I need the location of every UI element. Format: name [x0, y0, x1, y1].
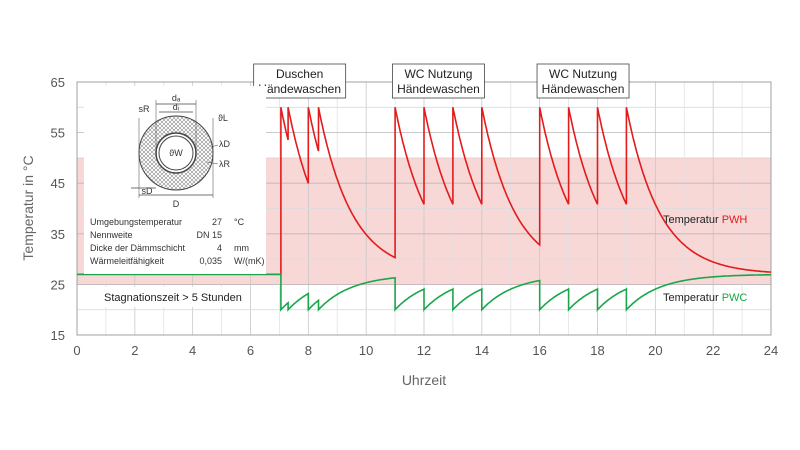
param-value: 27: [212, 217, 222, 227]
pwh-label-prefix: Temperatur: [663, 214, 722, 226]
annotation-line-1: Duschen: [276, 67, 323, 81]
y-tick-label: 35: [51, 227, 65, 242]
x-tick-label: 20: [648, 343, 662, 358]
annotation-line-1: WC Nutzung: [549, 67, 617, 81]
x-tick-label: 16: [532, 343, 546, 358]
y-tick-label: 25: [51, 277, 65, 292]
pwh-label-highlight: PWH: [722, 214, 748, 226]
label-theta-l: ϑL: [218, 113, 228, 123]
pwh-series-line: [77, 107, 771, 276]
annotation-line-2: Händewaschen: [397, 82, 480, 96]
param-value: 4: [217, 243, 222, 253]
param-unit: mm: [234, 243, 249, 253]
pwc-label-highlight: PWC: [722, 292, 748, 304]
y-tick-label: 55: [51, 126, 65, 141]
x-tick-label: 2: [131, 343, 138, 358]
label-sr: sR: [139, 104, 151, 114]
x-tick-label: 24: [764, 343, 778, 358]
x-tick-label: 6: [247, 343, 254, 358]
pwc-series-line: [77, 273, 771, 312]
label-da: dₐ: [172, 93, 181, 103]
x-tick-label: 14: [475, 343, 489, 358]
label-d: D: [173, 199, 180, 209]
y-tick-label: 15: [51, 328, 65, 343]
label-lambda-d: λD: [219, 139, 231, 149]
y-tick-label: 65: [51, 75, 65, 90]
x-axis-label: Uhrzeit: [402, 372, 446, 388]
x-tick-label: 12: [417, 343, 431, 358]
y-axis-label: Temperatur in °C: [20, 155, 36, 260]
label-theta-w: ϑW: [169, 148, 183, 158]
x-tick-label: 10: [359, 343, 373, 358]
param-unit: °C: [234, 217, 245, 227]
pipe-cross-section-diagram: dₐ dᵢ sR ϑL ϑW λD λR sD D: [131, 93, 231, 209]
stagnation-label: Stagnationszeit > 5 Stunden: [104, 292, 242, 304]
annotation-line-2: Händewaschen: [258, 82, 341, 96]
annotation-line-2: Händewaschen: [542, 82, 625, 96]
param-unit: W/(mK): [234, 256, 265, 266]
annotation-box: [253, 63, 347, 99]
pwc-label-prefix: Temperatur: [663, 292, 722, 304]
inset-parameter-table: Umgebungstemperatur 27 °C Nennweite DN 1…: [90, 217, 265, 266]
stagnation-label-bg: [98, 287, 248, 307]
param-value: 0,035: [199, 256, 222, 266]
param-value: DN 15: [196, 230, 222, 240]
annotation-line-1: WC Nutzung: [404, 67, 472, 81]
pwh-series-label: Temperatur PWH: [663, 214, 747, 226]
param-name: Nennweite: [90, 230, 133, 240]
x-tick-label: 22: [706, 343, 720, 358]
x-tick-label: 0: [73, 343, 80, 358]
param-name: Umgebungstemperatur: [90, 217, 182, 227]
x-tick-label: 8: [305, 343, 312, 358]
x-tick-label: 4: [189, 343, 196, 358]
param-name: Dicke der Dämmschicht: [90, 243, 186, 253]
label-lambda-r: λR: [219, 159, 231, 169]
y-tick-label: 45: [51, 176, 65, 191]
pwc-series-label: Temperatur PWC: [663, 292, 747, 304]
x-tick-label: 18: [590, 343, 604, 358]
annotation-box: [392, 63, 485, 99]
pipe-inset: dₐ dᵢ sR ϑL ϑW λD λR sD D Umgebungstempe…: [84, 86, 266, 274]
label-sd: sD: [142, 186, 154, 196]
param-name: Wärmeleitfähigkeit: [90, 256, 165, 266]
label-di: dᵢ: [173, 102, 179, 112]
annotation-box: [536, 63, 630, 99]
